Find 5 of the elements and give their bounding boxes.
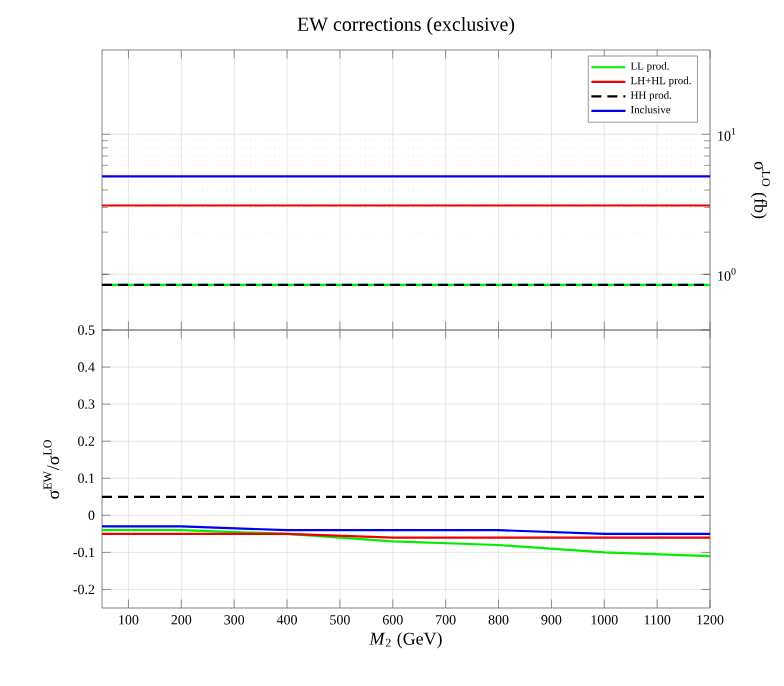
x-axis-title: M$_{2}$ (GeV) — [369, 632, 442, 649]
chart-title: EW corrections (exclusive) — [297, 16, 515, 35]
y-axis-title: σ$^{LO}$ (fb) — [750, 161, 771, 219]
y-axis-title: σ$^{EW}$/σ$^{LO}$ — [43, 440, 60, 499]
line-series — [102, 529, 711, 558]
